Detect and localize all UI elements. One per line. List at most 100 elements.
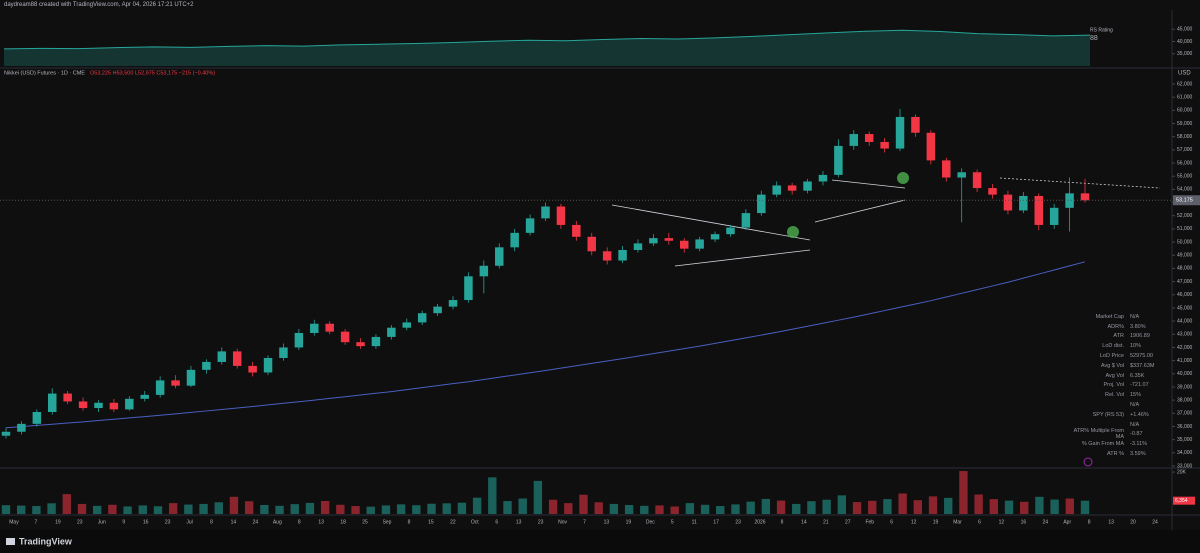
rs-area: [4, 30, 1090, 66]
candle-body: [495, 247, 504, 266]
candle-body: [572, 224, 581, 237]
volume-bar: [852, 502, 862, 514]
volume-bar: [184, 504, 193, 514]
volume-bar: [396, 504, 406, 514]
volume-bar: [442, 503, 451, 514]
y-tick-label: 42,000: [1177, 345, 1193, 351]
volume-bar: [336, 504, 345, 514]
volume-bar: [837, 495, 847, 514]
x-tick-label: 8: [210, 519, 213, 525]
rs-line: [3, 29, 1091, 50]
stats-row: ATR 1906.89: [1068, 332, 1168, 342]
volume-bar: [807, 501, 816, 514]
x-tick-label: 7: [583, 519, 586, 525]
volume-bar: [685, 503, 695, 514]
x-tick-label: 6: [978, 519, 981, 525]
volume-bar: [594, 502, 603, 514]
x-tick-label: 23: [77, 519, 83, 525]
stat-label: SPY (RS 53): [1092, 411, 1124, 418]
stat-value: 52975.00: [1130, 353, 1153, 360]
candle-body: [448, 300, 458, 307]
candle-body: [818, 174, 828, 182]
candle-body: [710, 234, 720, 240]
stat-label: ATR% Multiple From MA: [1073, 428, 1124, 441]
candle-body: [1019, 195, 1028, 211]
x-tick-label: Jun: [98, 519, 106, 525]
stat-label: LoD dist.: [1102, 343, 1124, 350]
candle-body: [864, 134, 874, 142]
stats-row: N/A: [1068, 420, 1168, 430]
volume-bar: [792, 503, 801, 514]
x-tick-label: 13: [318, 519, 324, 525]
stat-label: ATR: [1113, 333, 1124, 340]
x-tick-label: 22: [450, 519, 456, 525]
currency: USD: [1178, 71, 1191, 77]
volume-bar: [108, 504, 117, 514]
y-tick-label: 43,000: [1177, 332, 1193, 338]
volume-bar: [17, 505, 26, 514]
stats-row: ATR % 3.59%: [1068, 449, 1168, 459]
stat-label: LoD Price: [1099, 353, 1124, 360]
candle-body: [279, 347, 288, 358]
candle-body: [417, 313, 427, 323]
candle-body: [171, 380, 180, 386]
x-tick-label: 15: [428, 519, 434, 525]
volume-bar: [548, 499, 558, 514]
stats-row: % Gain From MA -3.11%: [1068, 439, 1168, 449]
stats-row: Avg $ Vol $337.63M: [1068, 361, 1168, 371]
footer-brand: TradingView: [19, 536, 73, 546]
y-tick-label: 50,000: [1177, 239, 1193, 245]
stat-value: $337.63M: [1130, 362, 1155, 369]
candle-body: [772, 185, 781, 195]
volume-bar: [974, 494, 983, 514]
candle-body: [1034, 195, 1043, 225]
x-tick-label: 8: [781, 519, 784, 525]
x-tick-label: 16: [1021, 519, 1027, 525]
volume-bar: [1004, 500, 1014, 514]
x-tick-label: 23: [735, 519, 741, 525]
x-tick-label: 20: [1130, 519, 1136, 525]
last-volume-box: [1173, 496, 1195, 505]
y-tick-label: 35,000: [1177, 51, 1193, 57]
candle-body: [63, 393, 72, 402]
volume-bar: [199, 503, 208, 514]
volume-bar: [138, 505, 147, 514]
volume-bar: [320, 501, 330, 514]
x-tick-label: 24: [253, 519, 259, 525]
footer-bar: [0, 530, 1200, 553]
trendline: [611, 204, 811, 241]
logo: [6, 538, 15, 545]
last-price-box: [1173, 195, 1200, 206]
y-tick-label: 44,000: [1177, 318, 1193, 324]
y-tick-label: 33,000: [1177, 463, 1193, 469]
volume-bar: [412, 505, 421, 514]
stats-row: Avg Vol 6.35K: [1068, 371, 1168, 381]
volume-bar: [670, 506, 679, 514]
x-tick-label: 24: [1043, 519, 1049, 525]
y-tick-label: 40,000: [1177, 39, 1193, 45]
candle-body: [988, 188, 997, 195]
x-tick-label: 21: [823, 519, 829, 525]
volume-bar: [624, 504, 634, 514]
y-tick-label: 62,000: [1177, 81, 1193, 87]
y-tick-label: 38,000: [1177, 397, 1193, 403]
stat-value: -721.07: [1130, 382, 1149, 389]
x-tick-label: 19: [626, 519, 632, 525]
candle-body: [880, 141, 889, 149]
volume-bar: [244, 501, 254, 514]
candle-body: [541, 206, 550, 219]
candle-body: [263, 357, 273, 373]
candle-body: [649, 238, 658, 244]
stat-value: 3.59%: [1130, 451, 1146, 458]
volume-bar: [898, 493, 907, 514]
x-tick-label: Apr: [1063, 519, 1071, 525]
volume-bar: [700, 504, 710, 514]
candle-body: [310, 323, 319, 333]
trendline: [674, 249, 811, 267]
candle-body: [371, 336, 381, 347]
volume-bar: [1080, 500, 1090, 514]
volume-bar: [305, 502, 315, 514]
volume-bar: [533, 480, 543, 514]
moving-average: [5, 261, 1086, 429]
